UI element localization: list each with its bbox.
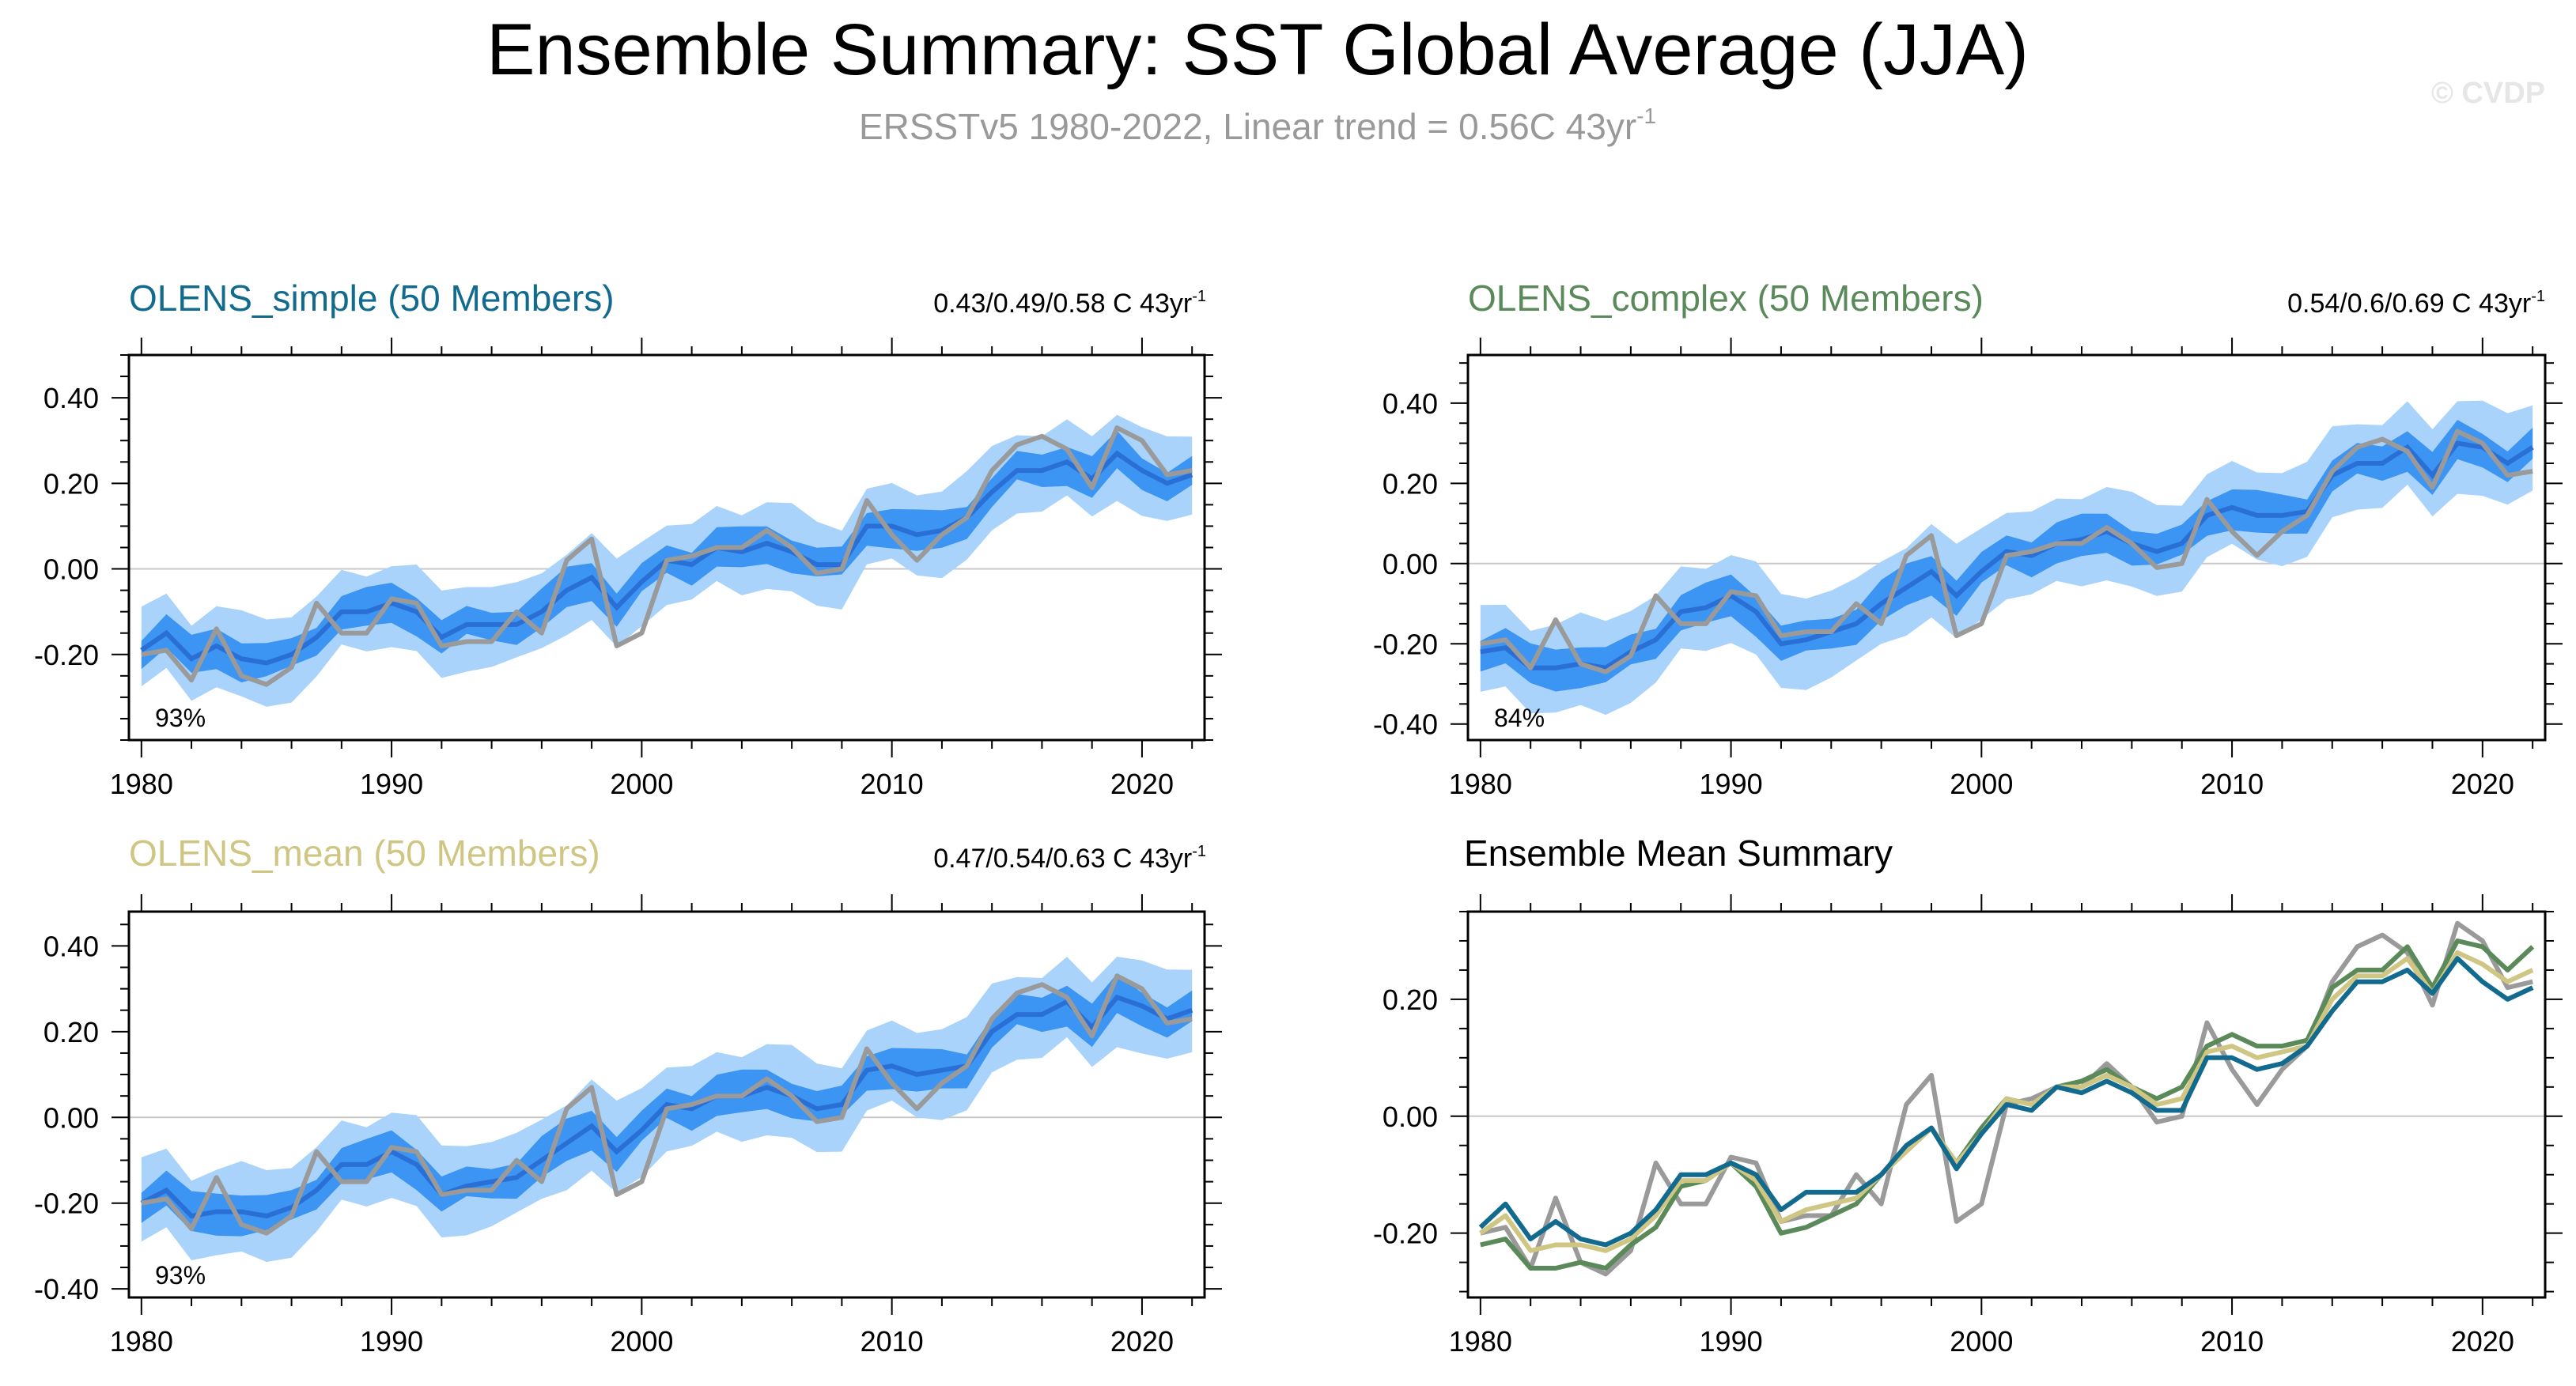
observed-line [1480,429,2533,674]
trend-text: 0.43/0.49/0.58 C 43yr [933,289,1192,319]
plot-frame [1466,910,2547,1299]
x-tick-label: 1990 [360,1325,423,1358]
y-tick-label: -0.20 [1373,628,1438,660]
x-tick-label: 2000 [610,1325,673,1358]
x-tick-label: 1980 [110,768,173,800]
plot-area: 93% -0.40 -0.20 0.00 0.20 0.40 1980 1990 2000 201… [34,894,1222,1358]
y-tick-label: -0.20 [1373,1218,1438,1250]
percent-label: 93% [155,1261,206,1290]
x-tick-label: 2000 [1950,1325,2013,1358]
figure-subtitle: ERSSTv5 1980-2022, Linear trend = 0.56C … [859,104,1656,147]
plot-area: -0.20 0.00 0.20 1980 1990 2000 2010 2020 [1373,894,2563,1358]
x-tick-label: 2020 [2451,1325,2514,1358]
panel-trend-label: 0.54/0.6/0.69 C 43yr-1 [2287,288,2545,319]
x-tick-label: 2020 [2451,768,2514,800]
panel-title: Ensemble Mean Summary [1464,833,1893,874]
x-tick-label: 1980 [1449,1325,1512,1358]
trend-text: 0.54/0.6/0.69 C 43yr [2287,289,2531,319]
x-tick-label: 1990 [1700,1325,1763,1358]
x-tick-label: 2010 [861,1325,924,1358]
x-tick-label: 2020 [1110,768,1174,800]
plot-area: 84% -0.40 -0.20 0.00 0.20 0.40 1980 1990 2000 201… [1373,338,2563,800]
y-tick-label: 0.20 [44,1016,99,1048]
plot-frame [127,910,1206,1299]
trend-text: 0.47/0.54/0.63 C 43yr [933,844,1192,874]
x-tick-label: 2010 [2200,768,2264,800]
panel-trend-label: 0.43/0.49/0.58 C 43yr-1 [933,288,1206,319]
x-tick-label: 1990 [360,768,423,800]
panel-olens-complex: OLENS_complex (50 Members) 0.54/0.6/0.69… [1373,278,2563,800]
y-tick-label: 0.20 [1383,467,1438,500]
y-tick-label: 0.40 [44,930,99,962]
y-tick-label: 0.40 [44,382,99,414]
x-tick-label: 2010 [2200,1325,2264,1358]
panel-olens-simple: OLENS_simple (50 Members) 0.43/0.49/0.58… [34,278,1222,800]
ensemble-mean-line [140,994,1193,1219]
x-tick-label: 1990 [1700,768,1763,800]
panel-ensemble-mean-summary: Ensemble Mean Summary -0.20 0.00 0.20 1980 1… [1373,833,2563,1358]
trend-sup: -1 [1192,288,1206,305]
x-tick-label: 1980 [110,1325,173,1358]
x-tick-label: 2010 [861,768,924,800]
figure-subtitle-text: ERSSTv5 1980-2022, Linear trend = 0.56C … [859,106,1636,147]
panel-title: OLENS_complex (50 Members) [1468,278,1984,319]
percent-label: 84% [1494,704,1545,732]
observed-line [141,425,1193,687]
y-tick-label: 0.00 [1383,548,1438,580]
percent-label: 93% [155,704,206,732]
x-tick-label: 2000 [610,768,673,800]
series-line [1478,956,2534,1248]
x-tick-label: 2000 [1950,768,2013,800]
figure-subtitle-sup: -1 [1636,104,1656,128]
y-tick-label: 0.00 [44,1101,99,1134]
trend-sup: -1 [2531,288,2545,305]
cvdp-watermark: © CVDP [2431,77,2545,110]
panel-trend-label: 0.47/0.54/0.63 C 43yr-1 [933,843,1206,874]
y-tick-label: -0.40 [34,1273,99,1305]
y-tick-label: 0.00 [1383,1101,1438,1133]
x-tick-label: 1980 [1449,768,1512,800]
panel-olens-mean: OLENS_mean (50 Members) 0.47/0.54/0.63 C… [34,833,1222,1358]
y-tick-label: 0.20 [44,467,99,500]
y-tick-label: -0.20 [34,639,99,671]
y-tick-label: 0.40 [1383,387,1438,420]
y-tick-label: 0.00 [44,553,99,586]
panel-title: OLENS_simple (50 Members) [129,278,615,319]
y-tick-label: -0.40 [1373,708,1438,741]
plot-frame [1466,353,2547,742]
ensemble-mean-line [1480,440,2534,670]
x-tick-label: 2020 [1110,1325,1174,1358]
panel-title: OLENS_mean (50 Members) [129,833,600,874]
inner-range-band [141,430,1193,683]
y-tick-label: 0.20 [1383,984,1438,1016]
series-line [1479,950,2534,1253]
figure-title: Ensemble Summary: SST Global Average (JJ… [486,9,2029,90]
y-tick-label: -0.20 [34,1188,99,1220]
observed-line [141,973,1193,1236]
trend-sup: -1 [1192,843,1206,860]
plot-area: 93% -0.20 0.00 0.20 0.40 1980 1990 2000 2010 2020 [34,338,1222,800]
